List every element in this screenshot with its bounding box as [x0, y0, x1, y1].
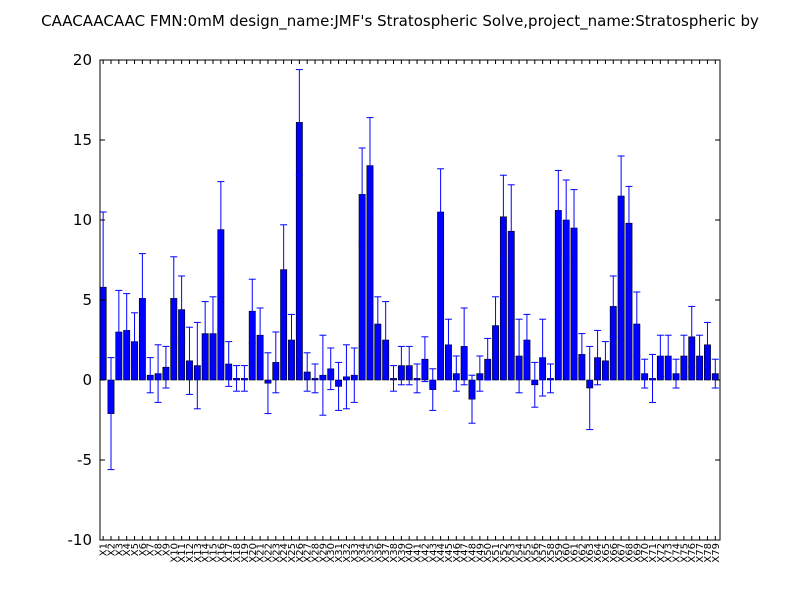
xtick-label-x63: X63: [585, 543, 596, 563]
xtick-label-x61: X61: [570, 543, 581, 563]
xtick-label-x60: X60: [562, 543, 573, 563]
xtick-label-x50: X50: [483, 543, 494, 563]
xtick-label-x14: X14: [201, 543, 212, 563]
xtick-label-x20: X20: [248, 543, 259, 563]
xtick-label-x37: X37: [381, 543, 392, 563]
xtick-label-x25: X25: [287, 543, 298, 563]
xtick-label-x4: X4: [122, 543, 133, 556]
xtick-label-x13: X13: [193, 543, 204, 563]
xtick-label-x17: X17: [224, 543, 235, 563]
xtick-label-x66: X66: [609, 543, 620, 563]
xtick-label-x54: X54: [515, 543, 526, 563]
xtick-label-x48: X48: [468, 543, 479, 563]
xtick-label-x68: X68: [624, 543, 635, 563]
xtick-label-x24: X24: [279, 543, 290, 563]
xtick-label-x22: X22: [263, 543, 274, 563]
xtick-label-x42: X42: [420, 543, 431, 563]
xtick-label-x31: X31: [334, 543, 345, 563]
ytick-label: 10: [73, 211, 92, 229]
xtick-label-x3: X3: [114, 543, 125, 556]
xtick-label-x19: X19: [240, 543, 251, 563]
xtick-label-x46: X46: [452, 543, 463, 563]
xtick-label-x35: X35: [365, 543, 376, 563]
error-bars-layer: [99, 69, 719, 471]
xtick-label-x6: X6: [138, 543, 149, 556]
xtick-label-x76: X76: [687, 543, 698, 563]
xtick-label-x53: X53: [507, 543, 518, 563]
xtick-label-x71: X71: [648, 543, 659, 563]
xtick-label-x29: X29: [318, 543, 329, 563]
xtick-label-x62: X62: [577, 543, 588, 563]
xtick-label-x23: X23: [271, 543, 282, 563]
xtick-label-x47: X47: [460, 543, 471, 563]
xtick-label-x16: X16: [216, 543, 227, 563]
ytick-label: 20: [73, 51, 92, 69]
axes-layer: -10 -5 0 5 10 15 20 X1X2X3X4X5X6X7X8X9X10X11X12…: [68, 51, 722, 563]
xtick-label-x65: X65: [601, 543, 612, 563]
xtick-label-x28: X28: [311, 543, 322, 563]
xtick-label-x52: X52: [499, 543, 510, 563]
xtick-label-x21: X21: [256, 543, 267, 563]
xtick-label-x12: X12: [185, 543, 196, 563]
ytick-label: 5: [82, 291, 92, 309]
xtick-label-x78: X78: [703, 543, 714, 563]
xtick-label-x75: X75: [679, 543, 690, 563]
xtick-label-x33: X33: [350, 543, 361, 563]
xtick-label-x59: X59: [554, 543, 565, 563]
xtick-label-x77: X77: [695, 543, 706, 563]
xtick-label-x43: X43: [428, 543, 439, 563]
xtick-label-x8: X8: [154, 543, 165, 556]
xtick-label-x57: X57: [538, 543, 549, 563]
ytick-label: 15: [73, 131, 92, 149]
xtick-label-x9: X9: [161, 543, 172, 556]
ytick-label: -5: [77, 451, 92, 469]
xtick-label-x15: X15: [209, 543, 220, 563]
xtick-label-x41: X41: [413, 543, 424, 563]
chart-title: CAACAACAAC FMN:0mM design_name:JMF's Str…: [41, 12, 759, 31]
xtick-label-x11: X11: [177, 543, 188, 563]
xtick-label-x58: X58: [546, 543, 557, 563]
xtick-label-x32: X32: [342, 543, 353, 563]
xtick-label-x79: X79: [711, 543, 722, 563]
xtick-label-x39: X39: [397, 543, 408, 563]
xtick-label-x67: X67: [617, 543, 628, 563]
xtick-label-x34: X34: [358, 543, 369, 563]
xtick-label-x72: X72: [656, 543, 667, 563]
xtick-label-x26: X26: [295, 543, 306, 563]
xtick-label-x74: X74: [672, 543, 683, 563]
xtick-label-x7: X7: [146, 543, 157, 556]
xtick-label-x49: X49: [475, 543, 486, 563]
xtick-label-x70: X70: [640, 543, 651, 563]
xtick-label-x38: X38: [389, 543, 400, 563]
xtick-label-x10: X10: [169, 543, 180, 563]
xtick-label-x64: X64: [593, 543, 604, 563]
xtick-label-x73: X73: [664, 543, 675, 563]
xtick-label-x51: X51: [491, 543, 502, 563]
xtick-label-x56: X56: [530, 543, 541, 563]
xtick-label-x45: X45: [444, 543, 455, 563]
xtick-label-x18: X18: [232, 543, 243, 563]
xtick-label-x5: X5: [130, 543, 141, 556]
xtick-label-x2: X2: [106, 543, 117, 556]
xtick-label-x36: X36: [373, 543, 384, 563]
xtick-label-x55: X55: [522, 543, 533, 563]
xtick-label-x27: X27: [303, 543, 314, 563]
xtick-label-x30: X30: [326, 543, 337, 563]
ytick-label: -10: [68, 531, 93, 549]
ytick-label: 0: [82, 371, 92, 389]
xtick-label-x40: X40: [405, 543, 416, 563]
xtick-label-x69: X69: [632, 543, 643, 563]
xtick-label-x1: X1: [99, 543, 110, 556]
xtick-label-x44: X44: [436, 543, 447, 563]
